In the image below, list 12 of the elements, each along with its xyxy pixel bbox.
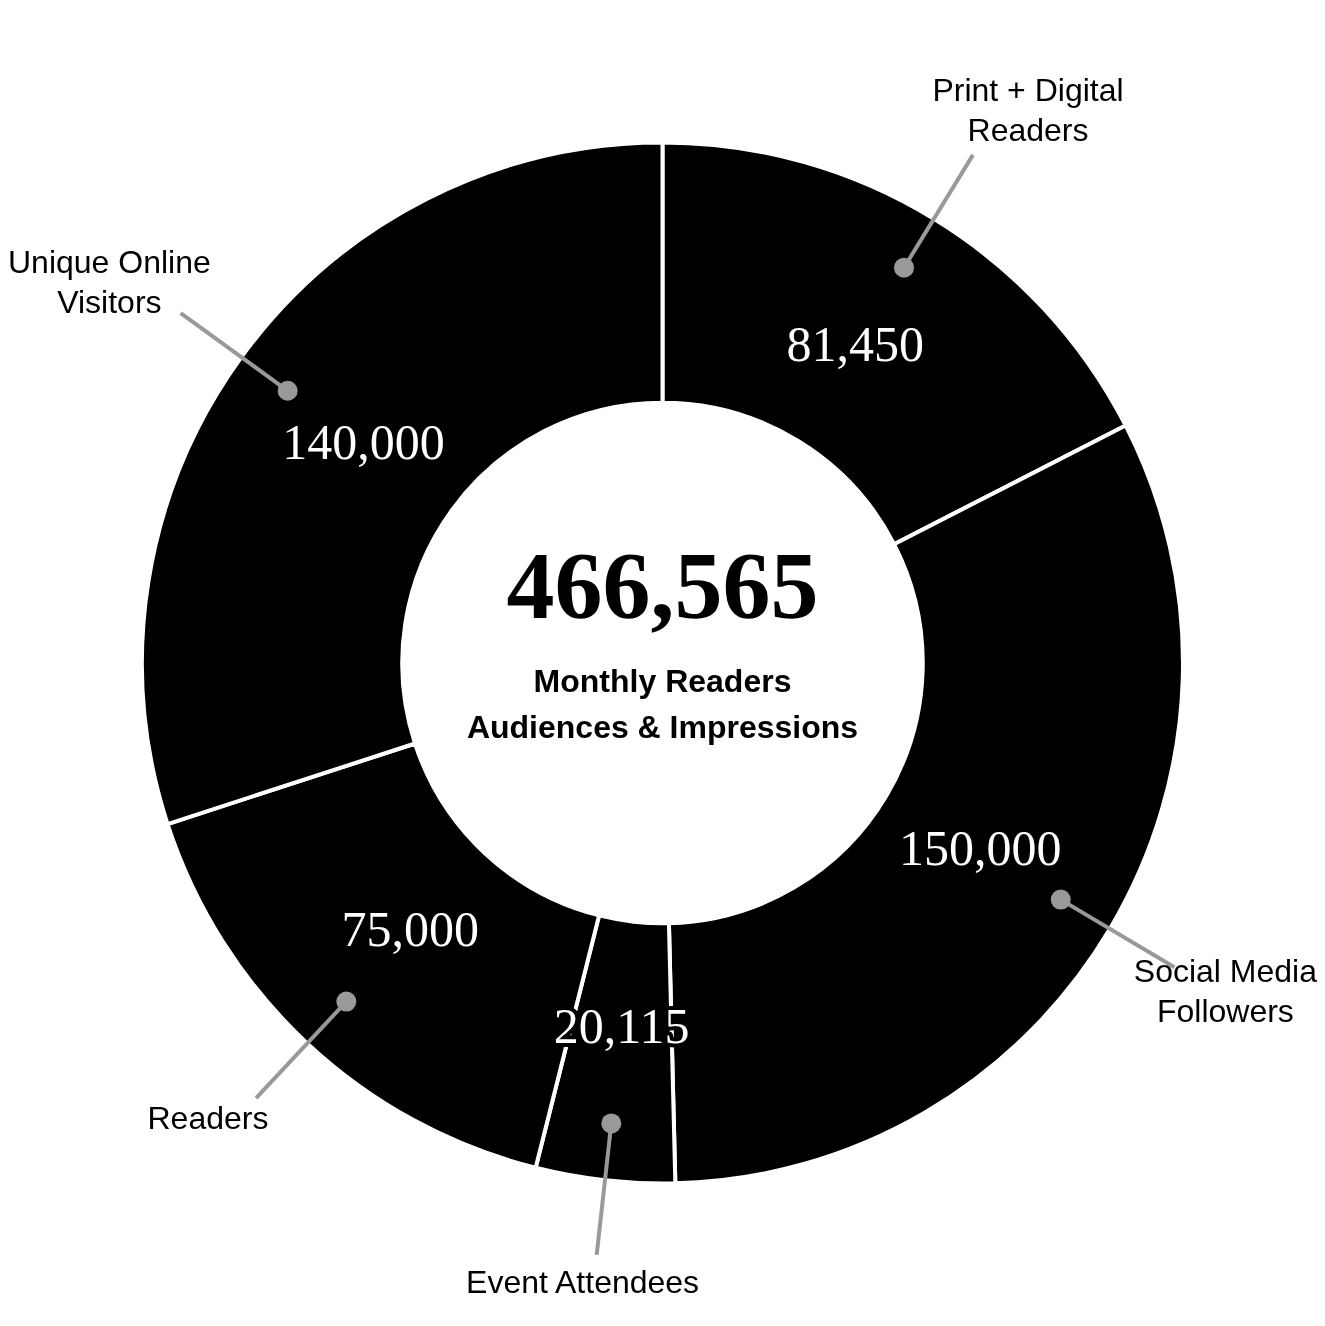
text: Audiences & Impressions	[466, 708, 859, 745]
slice-label: Print + Digital Readers	[932, 72, 1124, 148]
text: Monthly Readers	[533, 662, 792, 699]
data-label: 81,450	[786, 315, 924, 372]
data-label: 150,000	[898, 819, 1062, 876]
data-label: 140,000	[282, 413, 445, 470]
slice-label: Readers	[147, 1099, 269, 1136]
data-label: 75,000	[341, 901, 480, 958]
slice-label: Social Media Followers	[1133, 952, 1318, 1029]
text: 466,565	[506, 531, 819, 639]
slice-label: Unique Online Visitors	[8, 243, 211, 320]
slice-label: Event Attendees	[466, 1264, 700, 1301]
